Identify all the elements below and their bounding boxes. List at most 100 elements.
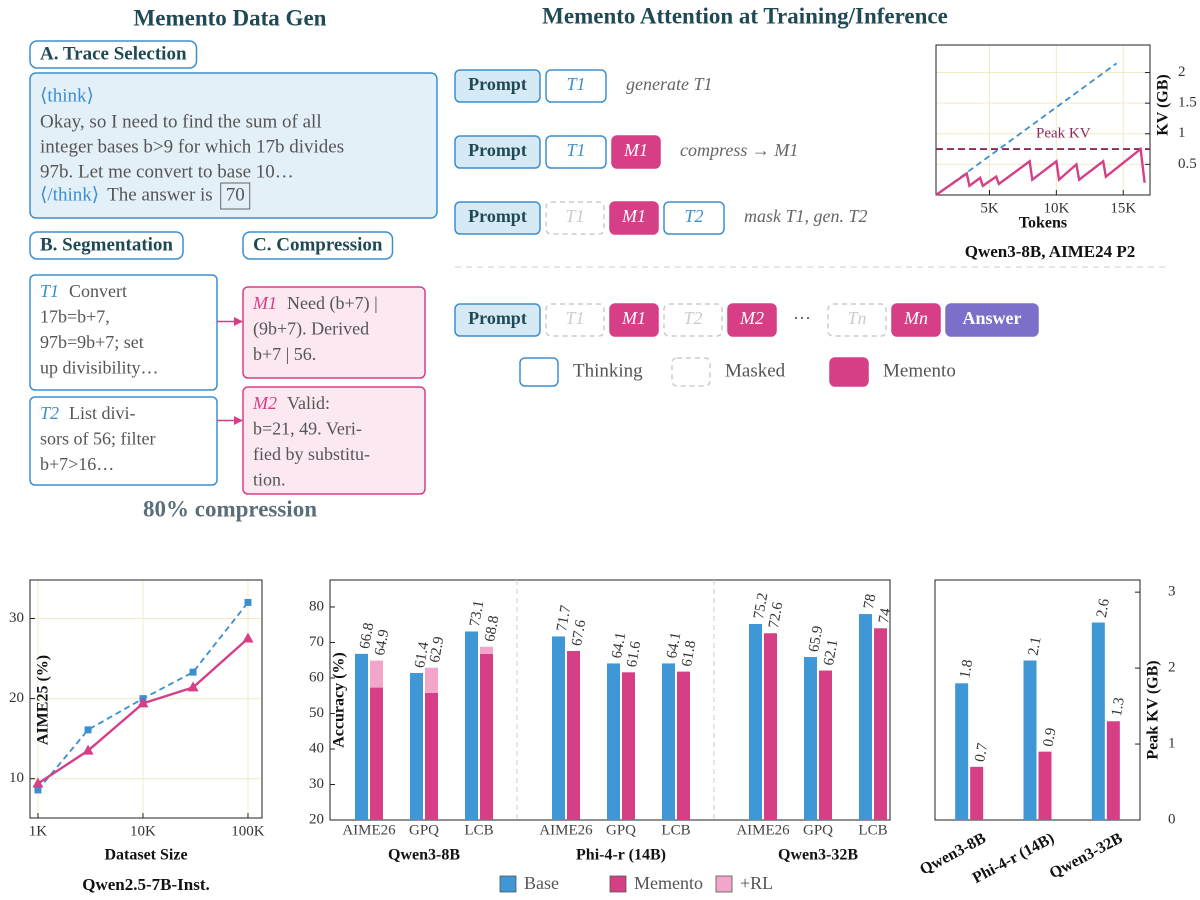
panel-title: Memento Attention at Training/Inference — [542, 3, 948, 28]
compression-footer: 80% compression — [143, 496, 317, 521]
data-label: 1.8 — [957, 658, 976, 679]
trace-line: integer bases b>9 for which 17b divides — [40, 136, 344, 157]
data-label: 71.7 — [554, 604, 574, 633]
bar — [370, 687, 383, 820]
legend-swatch — [519, 357, 559, 387]
y-tick-label: 40 — [309, 740, 324, 756]
marker — [189, 668, 197, 676]
segment-line: Convert — [69, 281, 127, 301]
y-tick-label: 20 — [9, 690, 24, 706]
data-label: 64.1 — [664, 631, 684, 660]
memento-line: (9b+7). Derived — [253, 319, 369, 340]
group-label: Qwen3-32B — [778, 847, 858, 864]
segment-line: 97b=9b+7; set — [40, 332, 144, 352]
memento-line: tion. — [253, 470, 286, 490]
thinking-block — [545, 135, 607, 169]
y-axis-label: AIME25 (%) — [35, 655, 52, 745]
legend-swatch — [499, 875, 517, 893]
thinking-block — [663, 201, 725, 235]
data-label: 61.8 — [679, 639, 699, 668]
y-tick-label: 20 — [309, 811, 324, 827]
data-label: 64.1 — [609, 631, 629, 660]
y-tick-label: 1.5 — [1178, 95, 1197, 111]
x-tick-label: 5K — [980, 200, 999, 216]
bar — [804, 657, 817, 820]
x-tick-label: 1K — [29, 823, 48, 839]
segment-name: T1 — [40, 281, 59, 301]
answer-block-label: Answer — [963, 308, 1022, 328]
bar — [955, 683, 969, 820]
y-tick-label: 30 — [309, 776, 324, 792]
section-label: B. Segmentation — [40, 234, 173, 255]
bar — [859, 614, 872, 820]
segment-line: List divi- — [69, 403, 136, 423]
masked-block — [827, 303, 887, 337]
trace-box — [29, 72, 438, 219]
prompt-block-label: Prompt — [468, 140, 527, 160]
legend-swatch — [829, 357, 869, 387]
data-label: 64.9 — [372, 628, 392, 657]
marker — [137, 697, 149, 708]
answer-block — [945, 303, 1039, 337]
bar — [480, 653, 493, 820]
memento-name: M2 — [252, 393, 277, 413]
bar — [1023, 660, 1037, 820]
row-note: mask T1, gen. T2 — [744, 206, 868, 226]
marker — [187, 681, 199, 692]
x-axis-label: Dataset Size — [104, 847, 187, 864]
y-tick-label: 70 — [309, 634, 324, 650]
answer-box — [220, 182, 251, 210]
bar — [370, 660, 383, 688]
bar — [552, 636, 565, 820]
x-tick-label: 10K — [130, 823, 156, 839]
segment-line: b+7>16… — [40, 454, 114, 474]
data-label: 67.6 — [569, 618, 589, 647]
panel-title: Memento Data Gen — [134, 5, 327, 30]
memento-block-label: M1 — [621, 206, 646, 226]
bar — [874, 628, 887, 820]
segment-line: sors of 56; filter — [40, 429, 155, 449]
data-label: 2.1 — [1026, 636, 1045, 657]
data-label: 72.6 — [766, 600, 786, 629]
caption: Qwen3-8B, AIME24 P2 — [965, 242, 1135, 261]
ellipsis-block-label: ··· — [793, 308, 811, 328]
marker — [84, 726, 92, 734]
legend-label: Masked — [725, 360, 786, 381]
prompt-block — [454, 201, 541, 235]
thinking-block-label: T1 — [566, 140, 585, 160]
segment-box — [29, 396, 218, 486]
data-label: 1.3 — [1109, 696, 1128, 717]
data-label: 68.8 — [482, 614, 502, 643]
segment-box — [29, 274, 218, 391]
segment-line: up divisibility… — [40, 358, 159, 378]
prompt-block-label: Prompt — [468, 206, 527, 226]
plot-frame — [934, 579, 1141, 821]
marker — [34, 786, 42, 794]
bar — [970, 766, 984, 820]
data-label: 78 — [861, 593, 879, 611]
bar — [764, 633, 777, 820]
x-tick-label: GPQ — [606, 822, 636, 838]
segment-name: T2 — [40, 403, 59, 423]
memento-block — [891, 303, 941, 337]
bar — [480, 646, 493, 654]
bar — [607, 663, 620, 820]
y-tick-label: 80 — [309, 598, 324, 614]
bar — [425, 692, 438, 820]
y-tick-label: 3 — [1168, 584, 1176, 600]
memento-block-label: M1 — [623, 140, 648, 160]
segment-line: 17b=b+7, — [40, 307, 110, 327]
y-tick-label: 1 — [1178, 125, 1186, 141]
legend-label: Memento — [634, 873, 703, 893]
y-tick-label: 50 — [309, 705, 324, 721]
y-tick-label: 2 — [1178, 64, 1186, 80]
x-tick-label: 100K — [231, 823, 265, 839]
section-label: C. Compression — [253, 234, 383, 255]
memento-block-label: Mn — [903, 308, 928, 328]
masked-block — [545, 303, 605, 337]
section-label-box — [29, 40, 198, 69]
bar — [1038, 751, 1052, 820]
masked-block — [545, 201, 605, 235]
x-axis-label: Tokens — [1019, 215, 1067, 232]
